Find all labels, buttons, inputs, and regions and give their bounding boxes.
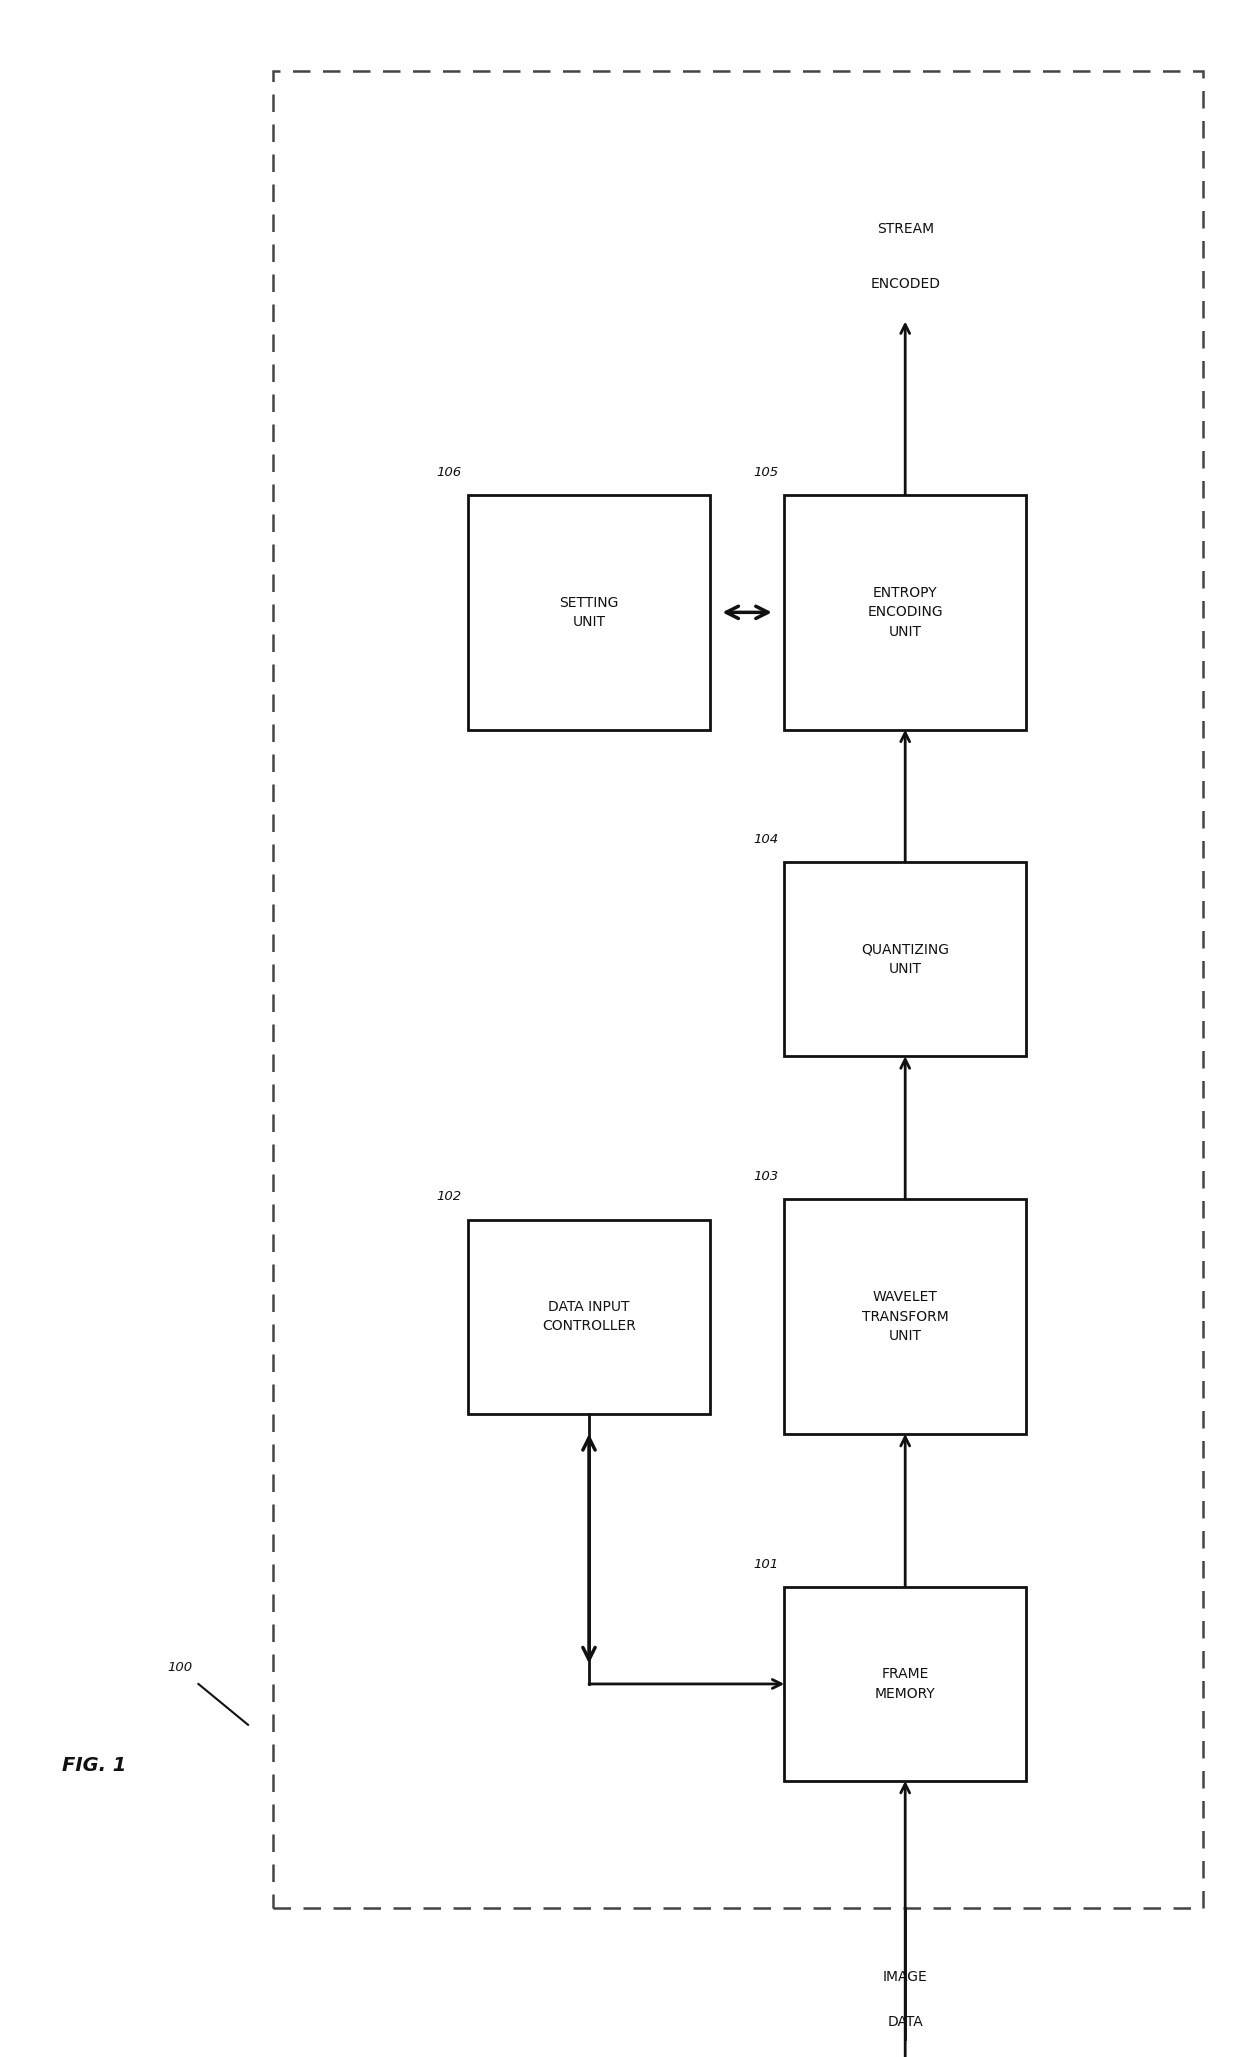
Text: 106: 106 xyxy=(436,465,461,479)
FancyBboxPatch shape xyxy=(467,1220,709,1413)
Text: FIG. 1: FIG. 1 xyxy=(62,1757,126,1775)
Text: 104: 104 xyxy=(753,833,779,845)
Text: 100: 100 xyxy=(167,1660,192,1674)
Text: ENCODED: ENCODED xyxy=(870,278,940,290)
FancyBboxPatch shape xyxy=(784,496,1025,730)
FancyBboxPatch shape xyxy=(784,1588,1025,1781)
FancyBboxPatch shape xyxy=(467,496,709,730)
Text: DATA INPUT
CONTROLLER: DATA INPUT CONTROLLER xyxy=(542,1300,636,1333)
Text: STREAM: STREAM xyxy=(877,222,934,237)
Text: SETTING
UNIT: SETTING UNIT xyxy=(559,597,619,629)
Text: FRAME
MEMORY: FRAME MEMORY xyxy=(875,1668,935,1701)
Text: 105: 105 xyxy=(753,465,779,479)
Text: DATA: DATA xyxy=(888,2014,923,2028)
Text: WAVELET
TRANSFORM
UNIT: WAVELET TRANSFORM UNIT xyxy=(862,1290,949,1343)
Text: 102: 102 xyxy=(436,1191,461,1203)
FancyBboxPatch shape xyxy=(784,1199,1025,1434)
FancyBboxPatch shape xyxy=(784,862,1025,1057)
Text: ENTROPY
ENCODING
UNIT: ENTROPY ENCODING UNIT xyxy=(868,586,942,640)
Text: 103: 103 xyxy=(753,1170,779,1183)
FancyBboxPatch shape xyxy=(273,72,1203,1909)
Text: QUANTIZING
UNIT: QUANTIZING UNIT xyxy=(862,942,949,977)
Text: 101: 101 xyxy=(753,1557,779,1572)
Text: IMAGE: IMAGE xyxy=(883,1971,928,1983)
